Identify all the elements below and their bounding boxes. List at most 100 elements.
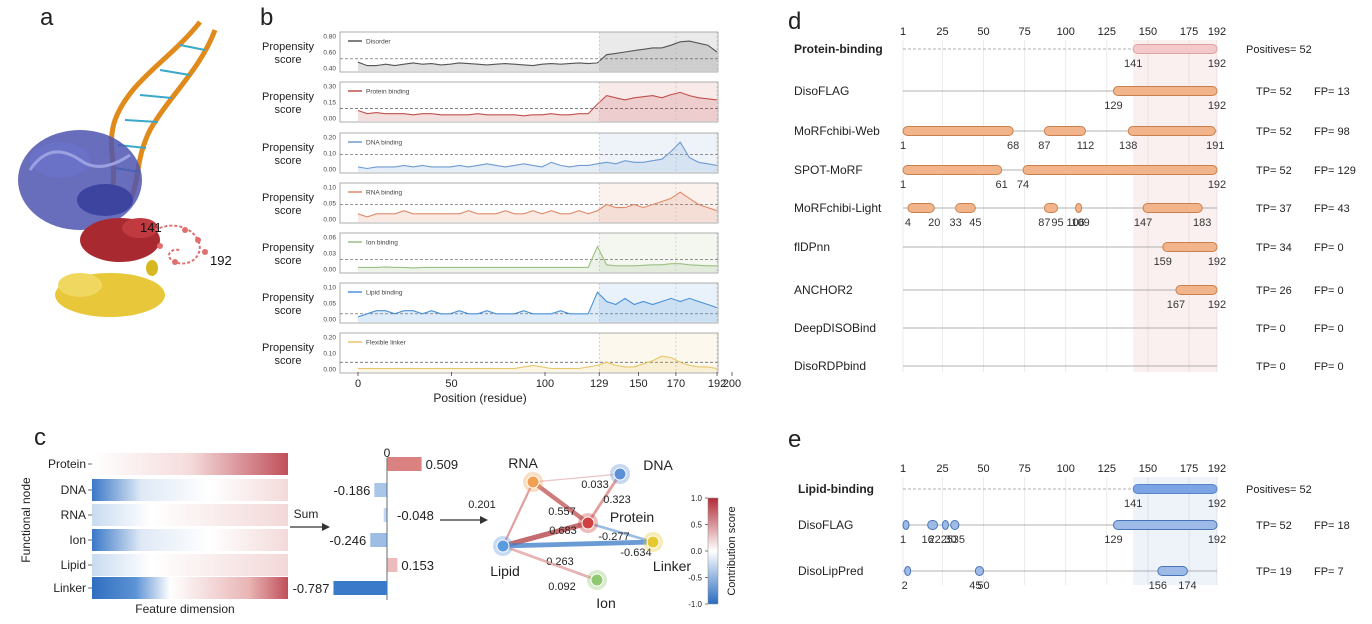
false-positive-count: FP= 98 — [1314, 126, 1350, 138]
predictor-name: flDPnn — [794, 240, 830, 254]
true-positive-count: TP= 0 — [1256, 323, 1286, 335]
predictor-name: MoRFchibi-Light — [794, 201, 882, 215]
segment-boundary-label: 159 — [1154, 256, 1172, 268]
functional-node-axis-label: Functional node — [19, 477, 33, 563]
functional-node-panel: Functional node Feature dimension Protei… — [19, 446, 738, 616]
track-tick-label: 0.00 — [323, 116, 336, 123]
segment-boundary-label: 87 — [1038, 217, 1050, 229]
segment-boundary-label: 192 — [1208, 256, 1226, 268]
node-label: RNA — [508, 455, 538, 471]
sum-value-label: -0.186 — [333, 483, 370, 498]
protein-structure-illustration: 141 192 — [18, 20, 232, 317]
track-tick-label: 0.00 — [323, 167, 336, 174]
position-tick-label: 75 — [1019, 26, 1031, 38]
edge-weight-label: -0.277 — [598, 531, 629, 543]
segment-boundary-label: 20 — [928, 217, 940, 229]
edge-weight-label: 0.683 — [549, 525, 577, 537]
true-positive-count: TP= 19 — [1256, 566, 1292, 578]
node-dna — [613, 467, 627, 481]
edge-weight-label: 0.033 — [581, 479, 609, 491]
node-label: DNA — [643, 457, 673, 473]
track-frame — [339, 81, 719, 123]
track-curve — [357, 40, 718, 67]
position-tick-label: 125 — [1098, 26, 1116, 38]
track-tick-label: 0.00 — [323, 367, 336, 374]
track-tick-label: 0.15 — [323, 100, 336, 107]
heatmap-row-linker — [92, 577, 288, 599]
panel-letter-e: e — [788, 426, 802, 453]
network-edge — [502, 539, 654, 549]
panel-letter-c: c — [34, 424, 46, 451]
sum-value-label: 0.509 — [426, 457, 459, 472]
feature-dimension-axis-label: Feature dimension — [135, 602, 234, 616]
predictor-name: Lipid-binding — [798, 482, 874, 496]
prediction-row-disoflag: DisoFLAG 129 192 TP= 52 FP= 13 — [794, 84, 1350, 112]
panel-letter-d: d — [788, 8, 802, 35]
track-tick-label: 0.05 — [323, 201, 336, 208]
yellow-domain — [55, 260, 165, 317]
prediction-row-lipid-binding: Lipid-binding 141 192 — [798, 482, 1226, 510]
positives-count: Positives= 52 — [1246, 44, 1312, 56]
colorbar-tick-label: 0.0 — [691, 547, 703, 556]
prediction-row-protein-binding: Protein-binding 141 192 — [794, 42, 1226, 70]
sum-bar-ion — [370, 533, 387, 547]
track-frame — [339, 332, 719, 374]
predicted-segment — [902, 520, 910, 530]
position-tick-label: 150 — [1139, 463, 1157, 475]
predictor-name: DisoFLAG — [798, 518, 853, 532]
track-tick-label: 0.00 — [323, 267, 336, 274]
position-axis-label: Position (residue) — [433, 391, 526, 405]
track-tick-label: 0.20 — [323, 335, 336, 342]
segment-boundary-label: 109 — [1071, 217, 1089, 229]
predicted-segment — [1132, 44, 1218, 54]
segment-boundary-label: 192 — [1208, 299, 1226, 311]
network-edge — [502, 481, 534, 547]
node-label: Ion — [596, 595, 615, 611]
position-tick-label: 100 — [1057, 26, 1075, 38]
track-area — [358, 41, 717, 71]
sum-zero-label: 0 — [384, 446, 391, 460]
track-tick-label: 0.05 — [323, 301, 336, 308]
heatmap-row-label: Protein — [48, 457, 86, 471]
sum-bar-dna — [374, 483, 387, 497]
position-tick-label: 1 — [900, 26, 906, 38]
track-ylabel-line2: score — [275, 305, 302, 317]
prediction-row-anchor2: ANCHOR2 167 192 TP= 26 FP= 0 — [794, 283, 1344, 311]
track-curve — [357, 291, 718, 318]
false-positive-count: FP= 129 — [1314, 165, 1356, 177]
node-linker — [646, 535, 660, 549]
track-ylabel-line2: score — [275, 104, 302, 116]
position-tick-label: 125 — [1098, 463, 1116, 475]
segment-boundary-label: 192 — [1208, 534, 1226, 546]
track-frame — [339, 282, 719, 324]
segment-boundary-label: 167 — [1167, 299, 1185, 311]
prediction-row-disordpbind: DisoRDPbind TP= 0 FP= 0 — [794, 359, 1344, 373]
sum-value-label: -0.246 — [329, 533, 366, 548]
position-tick-label: 192 — [1208, 26, 1226, 38]
sum-value-label: 0.153 — [401, 558, 434, 573]
position-tick-label: 25 — [936, 26, 948, 38]
predicted-segment — [1043, 126, 1086, 136]
track-tick-label: 0.80 — [323, 34, 336, 41]
segment-boundary-label: 192 — [1208, 100, 1226, 112]
true-positive-count: TP= 52 — [1256, 165, 1292, 177]
segment-boundary-label: 50 — [977, 580, 989, 592]
x-tick-label: 50 — [445, 378, 457, 390]
track-frame — [339, 31, 719, 73]
predicted-segment — [1127, 126, 1216, 136]
position-tick-label: 175 — [1180, 26, 1198, 38]
predicted-segment — [1142, 203, 1203, 213]
predicted-segment — [1075, 203, 1083, 213]
track-tick-label: 0.03 — [323, 251, 336, 258]
edge-weight-label: -0.634 — [620, 547, 651, 559]
track-frame — [339, 182, 719, 224]
false-positive-count: FP= 0 — [1314, 242, 1344, 254]
track-curve — [357, 91, 718, 117]
network-arrow — [440, 516, 488, 524]
highlight-region — [599, 82, 718, 122]
disordered-tail — [154, 224, 208, 265]
predicted-segment — [1175, 285, 1218, 295]
prediction-row-spot-morf: SPOT-MoRF 1 61 74 192 TP= 52 FP= 129 — [794, 163, 1356, 191]
